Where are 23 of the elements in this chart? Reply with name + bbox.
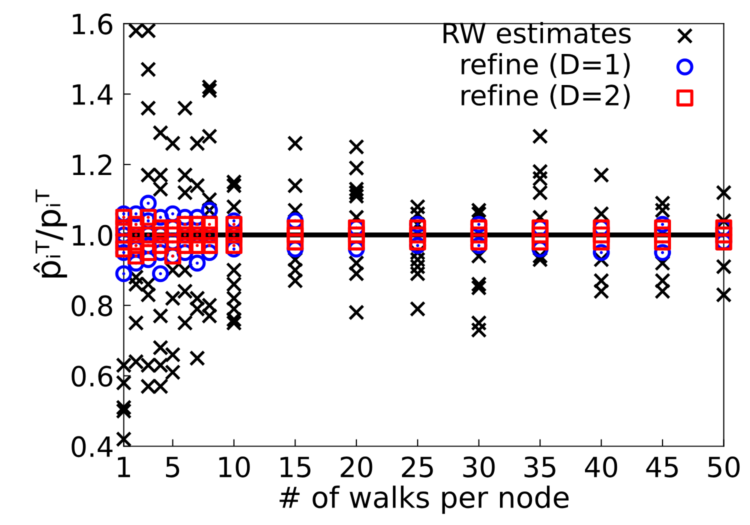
y-tick-label: 1.2 (72, 154, 112, 176)
x-tick-label: 10 (219, 456, 250, 478)
x-tick-label: 30 (463, 456, 495, 478)
x-tick-label: 45 (646, 456, 678, 478)
y-tick-label: 0.4 (72, 436, 112, 458)
legend-label: refine (D=1) (462, 53, 630, 78)
y-tick-label: 1.6 (72, 14, 112, 35)
y-tick-label: 1.0 (72, 224, 112, 246)
x-tick-label: 50 (708, 456, 740, 478)
y-axis-title: p̂ᵢᵀ/pᵢᵀ (33, 189, 68, 278)
x-tick-label: 5 (166, 456, 180, 478)
y-tick-label: 1.4 (72, 84, 112, 105)
x-tick-label: 15 (280, 456, 310, 478)
x-tick-label: 1 (118, 456, 130, 478)
legend-label: refine (D=2) (462, 84, 630, 109)
y-tick-label: 0.6 (72, 366, 112, 387)
x-tick-label: 35 (524, 456, 556, 478)
x-axis-title: # of walks per node (280, 486, 569, 514)
x-tick-label: 25 (402, 456, 433, 478)
legend-label: RW estimates (444, 22, 631, 44)
y-tick-label: 0.8 (72, 295, 112, 316)
x-tick-label: 40 (584, 456, 618, 478)
x-tick-label: 20 (340, 456, 372, 478)
